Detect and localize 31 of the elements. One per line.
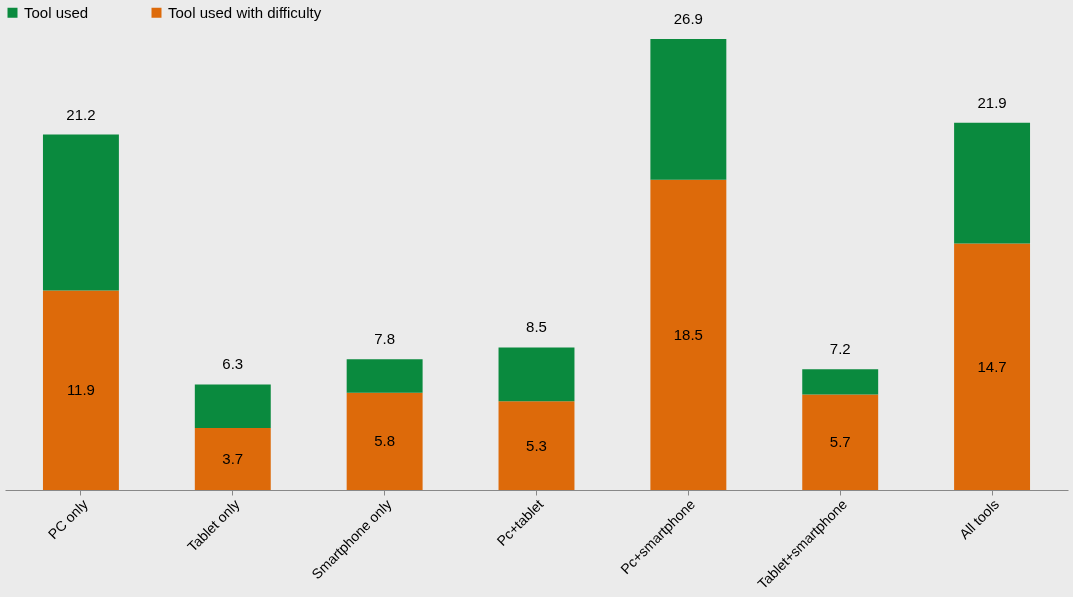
bar bbox=[42, 290, 119, 490]
bar bbox=[802, 369, 879, 395]
bar bbox=[498, 401, 575, 490]
bar bbox=[954, 122, 1031, 244]
data-label: 18.5 bbox=[673, 325, 703, 343]
bar bbox=[194, 427, 271, 490]
bar bbox=[498, 347, 575, 402]
total-label: 8.5 bbox=[526, 318, 547, 336]
bar bbox=[650, 179, 727, 490]
data-label: 14.7 bbox=[977, 357, 1007, 375]
data-label: 5.7 bbox=[829, 433, 851, 451]
bar bbox=[954, 243, 1031, 490]
bar bbox=[346, 359, 423, 393]
bar bbox=[42, 134, 119, 291]
data-label: 3.7 bbox=[222, 449, 244, 467]
total-label: 21.9 bbox=[977, 93, 1007, 111]
bar bbox=[802, 394, 879, 490]
x-tick-label: PC only bbox=[44, 496, 91, 543]
bar bbox=[650, 39, 727, 180]
data-label: 5.3 bbox=[526, 436, 547, 454]
bar bbox=[194, 384, 271, 428]
legend-label: Tool used bbox=[24, 3, 89, 21]
bar bbox=[346, 392, 423, 490]
total-label: 26.9 bbox=[673, 10, 703, 27]
total-label: 7.8 bbox=[374, 330, 396, 348]
legend-label: Tool used with difficulty bbox=[168, 3, 322, 21]
data-label: 5.8 bbox=[374, 432, 396, 450]
total-label: 21.2 bbox=[66, 105, 96, 123]
data-label: 11.9 bbox=[66, 381, 95, 399]
total-label: 6.3 bbox=[222, 355, 244, 373]
total-label: 7.2 bbox=[829, 340, 851, 358]
